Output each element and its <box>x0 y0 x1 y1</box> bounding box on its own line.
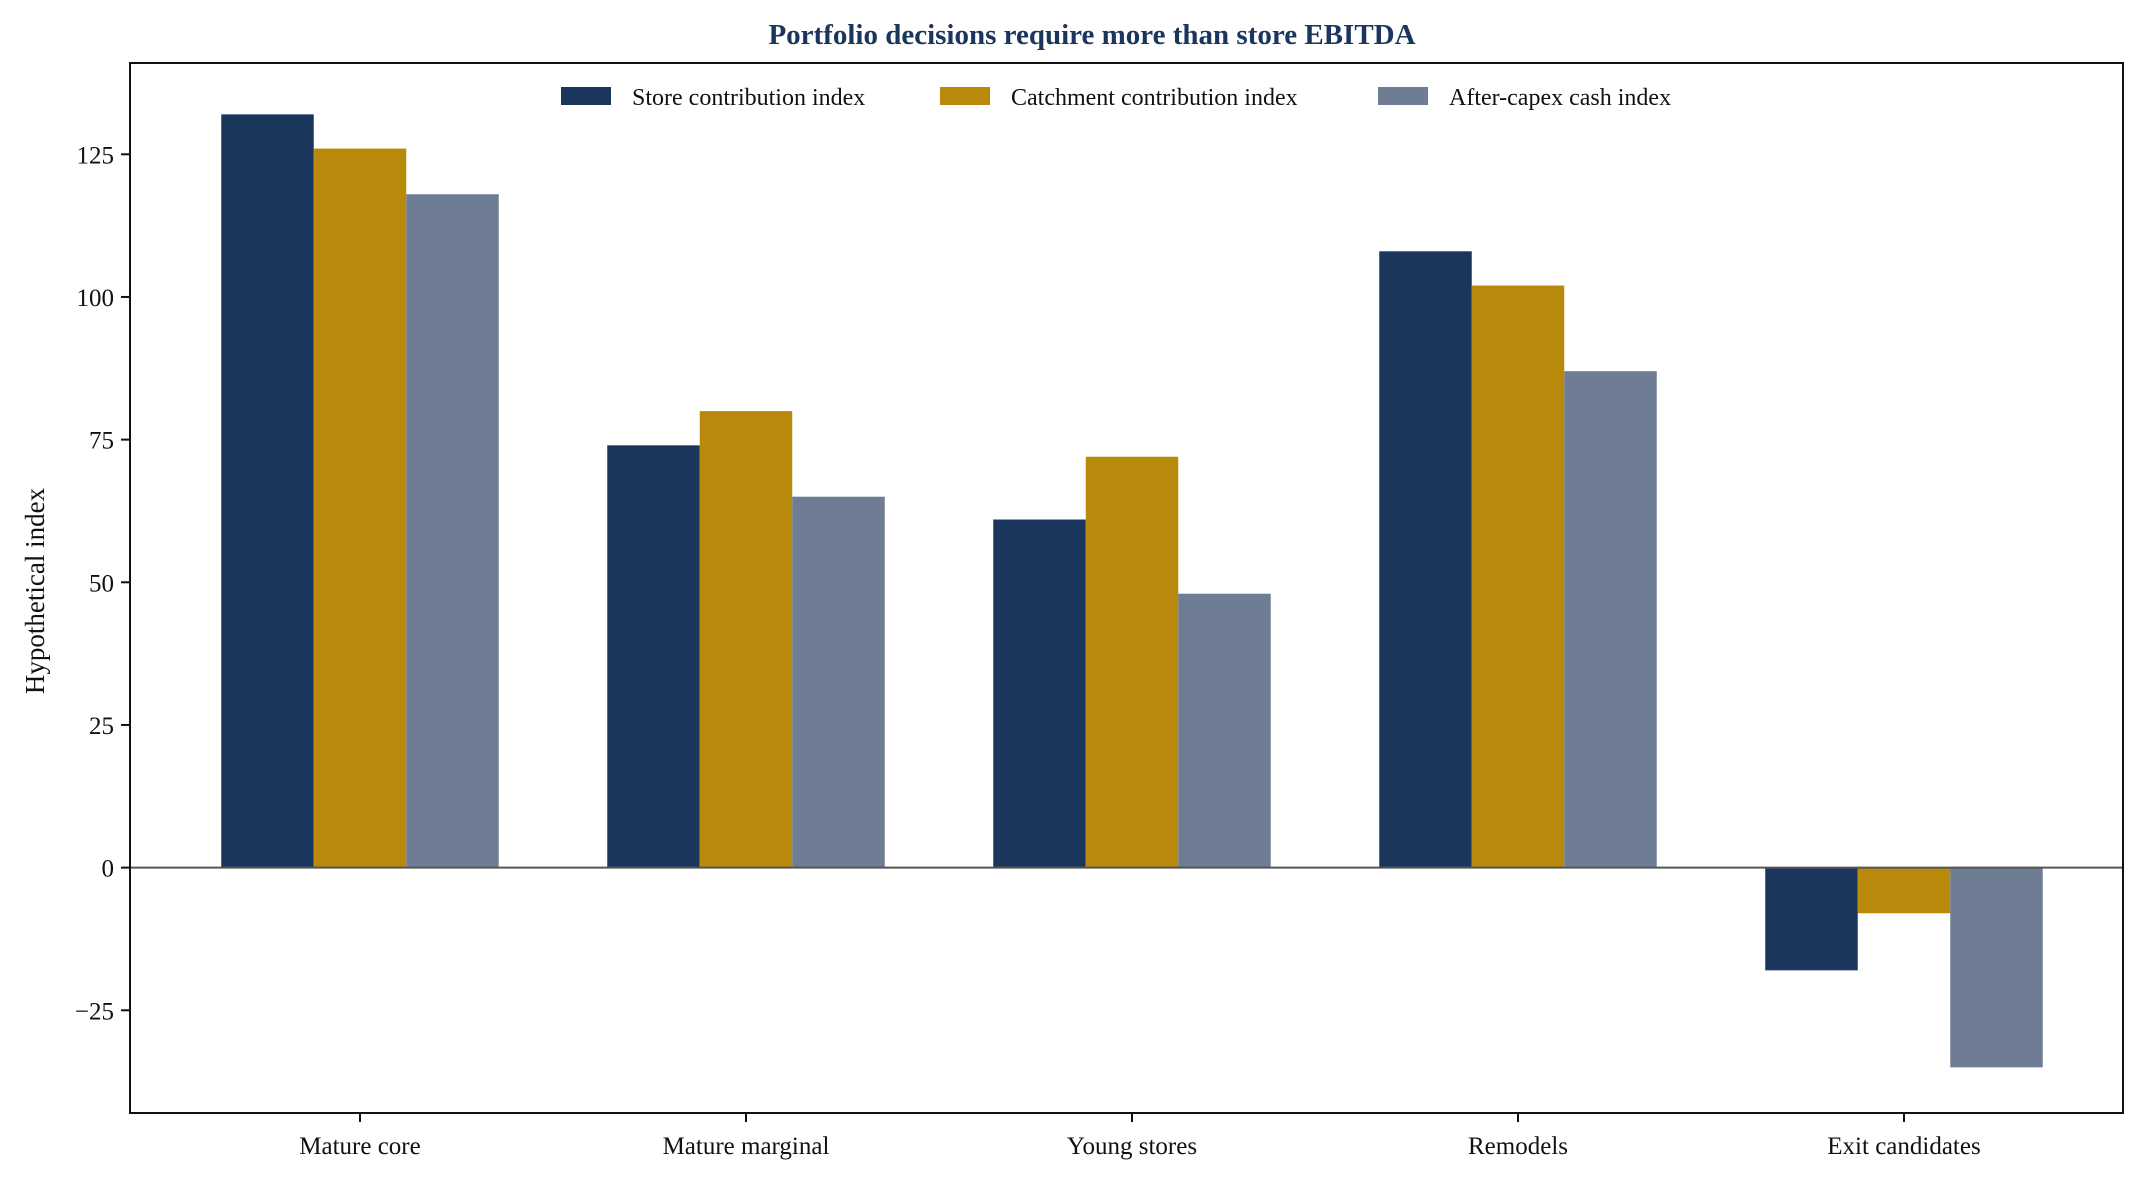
y-tick-label: −25 <box>75 998 114 1025</box>
chart-title: Portfolio decisions require more than st… <box>768 19 1415 51</box>
bar-series-3-mature-core <box>406 194 499 868</box>
x-tick-label: Mature core <box>299 1133 420 1160</box>
y-axis-label: Hypothetical index <box>20 487 50 694</box>
x-tick-label: Young stores <box>1067 1133 1197 1160</box>
bar-series-3-young-stores <box>1178 593 1271 868</box>
bar-series-1-exit-candidates <box>1765 867 1858 971</box>
bar-series-1-young-stores <box>993 519 1086 868</box>
legend-label: Catchment contribution index <box>1011 85 1298 111</box>
y-axis-ticks: −25 0 25 50 75 100 125 <box>75 142 130 1025</box>
bar-series-1-mature-core <box>221 114 314 868</box>
legend-swatch <box>1378 87 1428 105</box>
bar-series-3-remodels <box>1564 371 1657 868</box>
bars-group <box>221 114 2043 1068</box>
bar-series-2-exit-candidates <box>1857 867 1951 914</box>
y-tick-label: 125 <box>77 142 115 169</box>
legend-label: After-capex cash index <box>1449 85 1671 111</box>
y-tick-label: 75 <box>89 428 114 455</box>
bar-series-2-mature-marginal <box>699 411 793 868</box>
legend: Store contribution index Catchment contri… <box>561 85 1671 111</box>
y-tick-label: 0 <box>102 856 115 883</box>
y-tick-label: 100 <box>77 285 115 312</box>
y-tick-label: 25 <box>89 713 114 740</box>
bar-series-2-mature-core <box>313 148 407 868</box>
x-tick-label: Remodels <box>1468 1133 1568 1160</box>
bar-series-3-exit-candidates <box>1950 867 2043 1068</box>
bar-series-1-mature-marginal <box>607 445 700 868</box>
bar-series-1-remodels <box>1379 251 1472 868</box>
legend-label: Store contribution index <box>632 85 865 111</box>
bar-series-3-mature-marginal <box>792 496 885 868</box>
bar-series-2-young-stores <box>1085 456 1179 868</box>
bar-series-2-remodels <box>1471 285 1565 868</box>
x-tick-label: Mature marginal <box>663 1133 830 1160</box>
y-tick-label: 50 <box>89 570 114 597</box>
legend-swatch <box>561 87 611 105</box>
x-tick-label: Exit candidates <box>1827 1133 1980 1160</box>
plot-frame <box>129 62 2124 1114</box>
legend-swatch <box>940 87 990 105</box>
x-axis-ticks: Mature core Mature marginal Young stores Re… <box>299 1113 1981 1160</box>
